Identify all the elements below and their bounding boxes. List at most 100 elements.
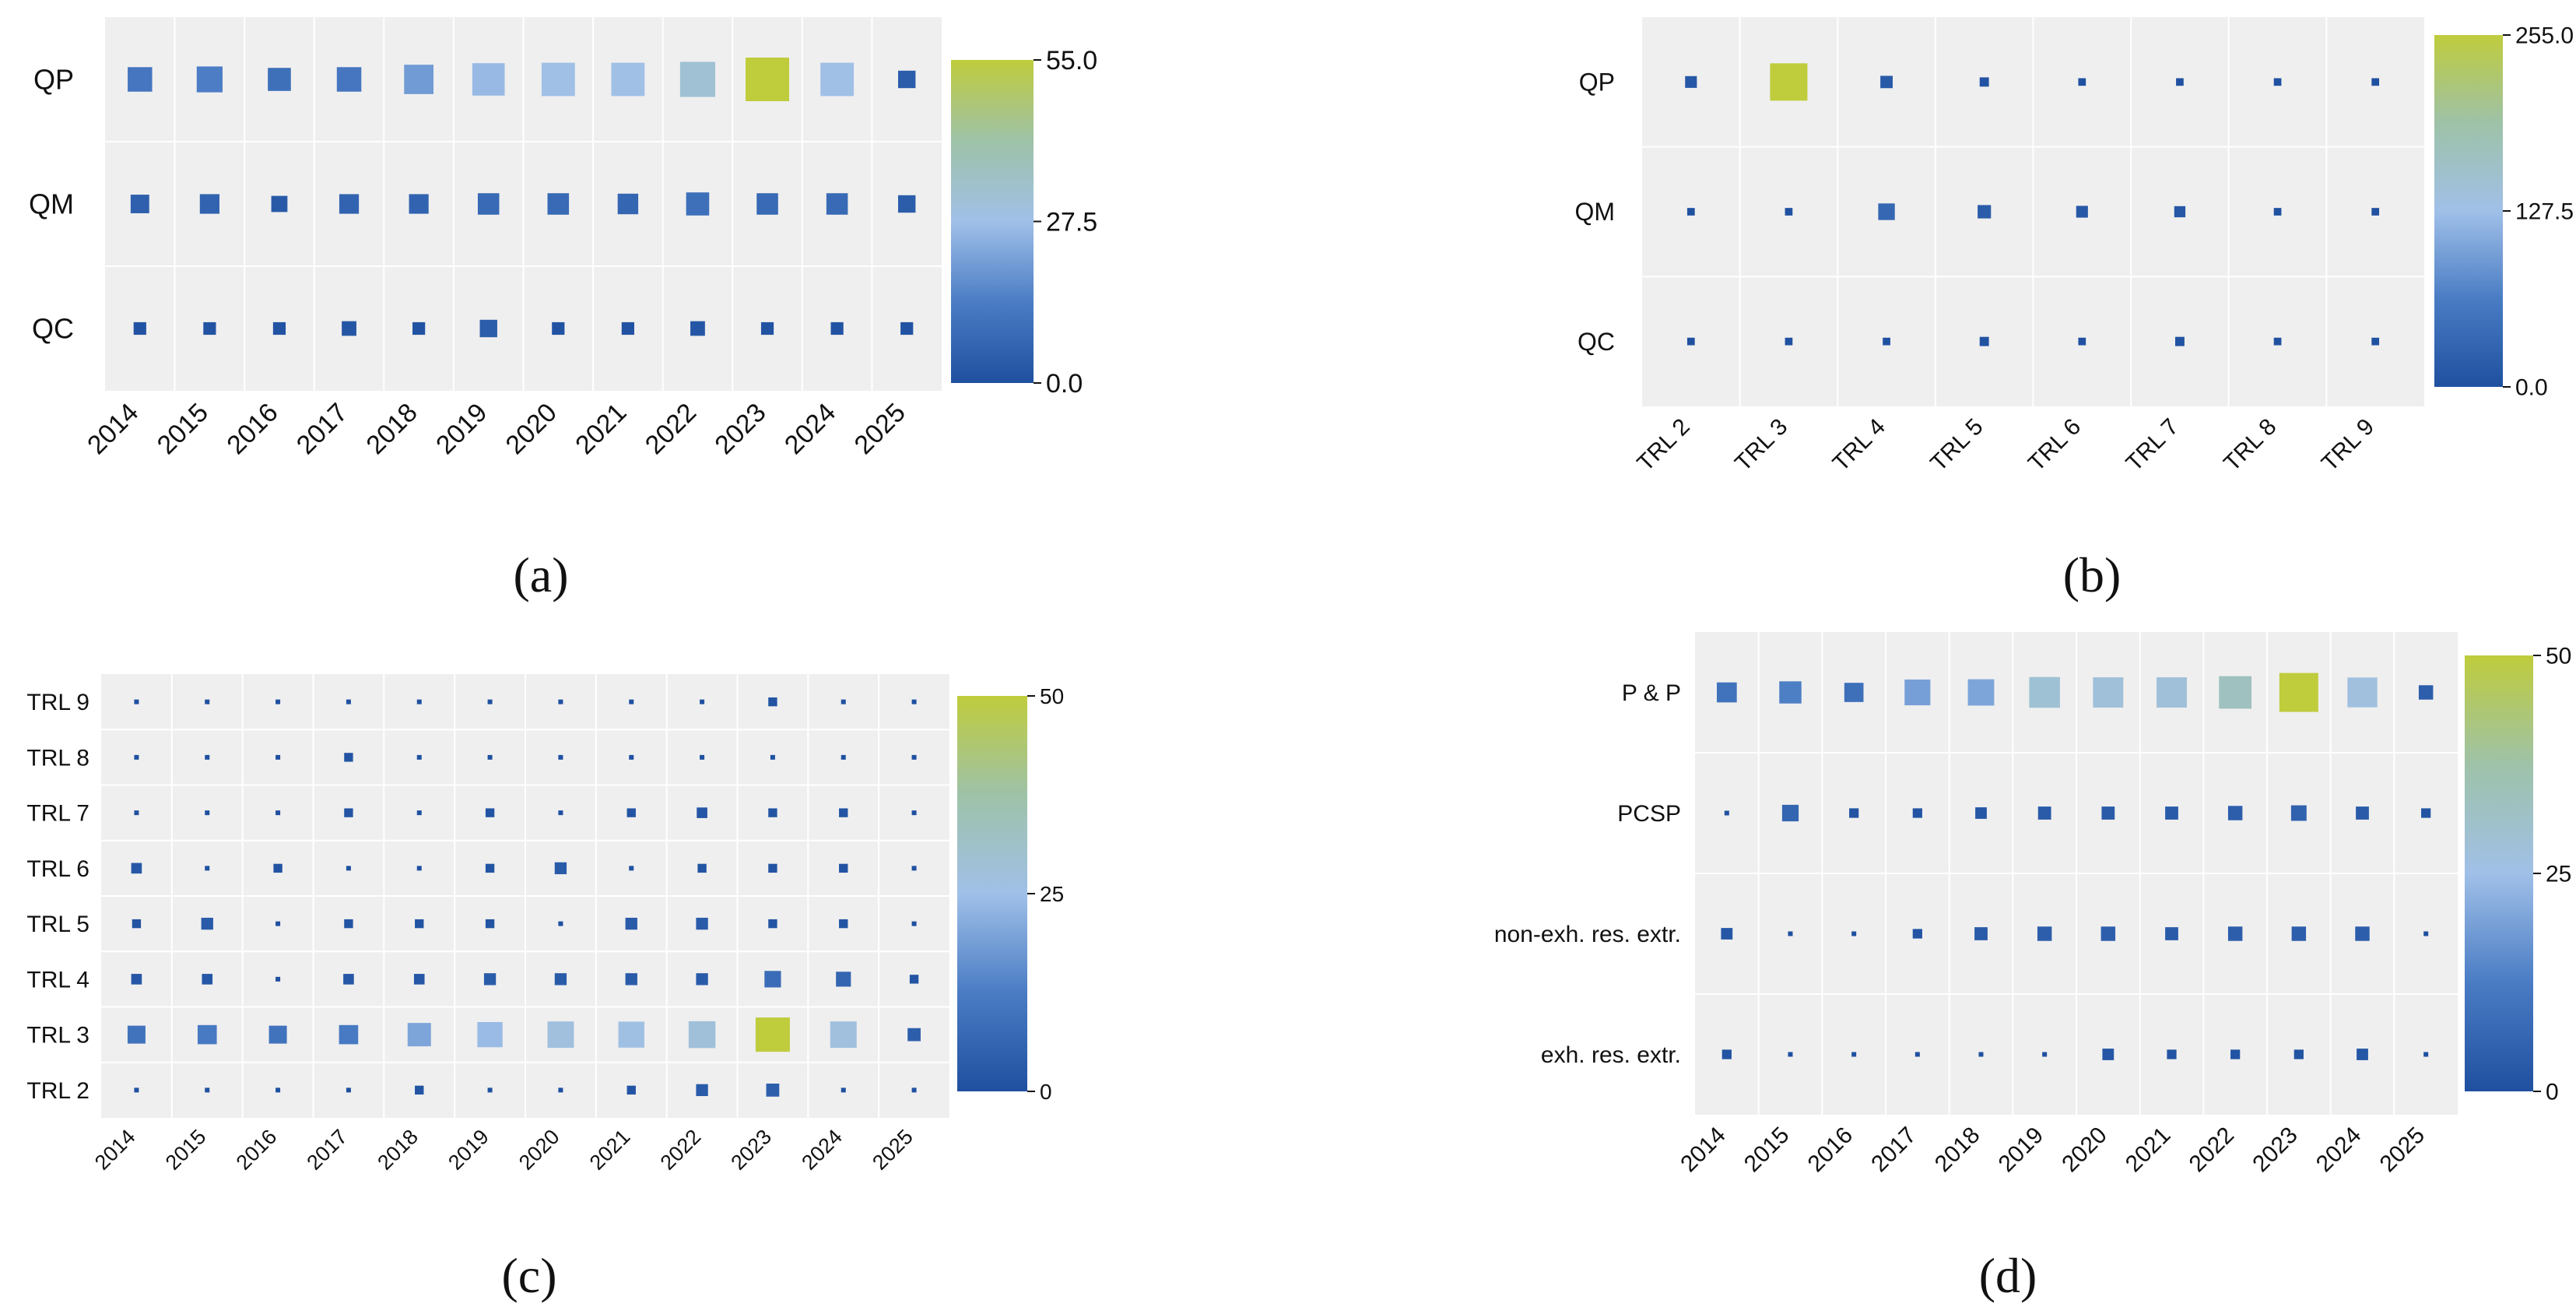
data-marker — [547, 193, 570, 215]
data-marker — [2042, 1052, 2048, 1057]
data-marker — [130, 195, 149, 213]
colorbar-tick-label: 55.0 — [1046, 46, 1097, 76]
colorbar-tick-label: 0 — [1040, 1080, 1052, 1104]
data-marker — [275, 754, 281, 760]
data-marker — [2227, 926, 2243, 941]
x-tick-label: 2024 — [2311, 1123, 2367, 1178]
data-marker — [1785, 337, 1793, 346]
data-marker — [487, 1087, 493, 1093]
x-tick-label: 2018 — [360, 398, 423, 460]
data-marker — [487, 699, 493, 704]
data-marker — [344, 919, 353, 929]
data-marker — [2165, 806, 2178, 820]
data-marker — [344, 808, 353, 817]
data-marker — [205, 699, 210, 704]
data-marker — [1912, 808, 1922, 818]
data-marker — [205, 810, 210, 816]
colorbar-tick-label: 0.0 — [1046, 369, 1083, 399]
data-marker — [1878, 203, 1895, 220]
data-marker — [2227, 806, 2243, 820]
x-tick-label: 2022 — [656, 1125, 706, 1175]
colorbar-tick-label: 0.0 — [2515, 375, 2548, 401]
data-marker — [700, 699, 705, 704]
data-marker — [2418, 685, 2434, 700]
data-marker — [554, 862, 567, 875]
data-marker — [1788, 1052, 1793, 1057]
x-tick-label: 2019 — [430, 398, 493, 460]
data-marker — [203, 321, 216, 336]
data-marker — [2174, 336, 2185, 346]
data-marker — [477, 1021, 503, 1048]
data-marker — [700, 754, 705, 760]
data-marker — [202, 974, 213, 985]
data-marker — [268, 1025, 287, 1044]
data-marker — [766, 1084, 780, 1097]
data-marker — [479, 319, 497, 338]
data-marker — [898, 70, 916, 89]
data-marker — [911, 921, 917, 926]
colorbar-tick-label: 27.5 — [1046, 207, 1097, 237]
data-marker — [336, 67, 362, 92]
panel-b: QP QM QC TRL 2 TRL 3 TRL 4 TRL 5 TRL 6 TRL 7 TRL … — [1574, 17, 2574, 476]
y-tick-label: QM — [29, 188, 74, 220]
data-marker — [830, 321, 844, 336]
data-marker — [197, 1024, 217, 1045]
data-marker — [625, 973, 637, 986]
data-marker — [2291, 926, 2307, 941]
x-tick-label: 2014 — [82, 398, 144, 460]
data-marker — [1979, 336, 1989, 346]
x-tick-label: TRL 4 — [1828, 414, 1890, 476]
data-marker — [768, 863, 777, 873]
colorbar-tick-label: 127.5 — [2515, 199, 2574, 225]
data-marker — [696, 1084, 708, 1097]
data-marker — [696, 973, 708, 986]
data-marker — [2101, 806, 2115, 820]
data-marker — [199, 194, 219, 214]
data-marker — [907, 1028, 921, 1042]
x-tick-label: 2015 — [1739, 1123, 1795, 1178]
data-marker — [625, 917, 637, 930]
data-marker — [690, 321, 705, 336]
data-marker — [764, 971, 781, 988]
y-tick-label: PCSP — [1617, 801, 1681, 827]
data-marker — [746, 58, 790, 101]
data-marker — [275, 1087, 281, 1093]
data-marker — [131, 863, 142, 874]
data-marker — [2176, 78, 2184, 86]
x-tick-label: 2023 — [726, 1125, 776, 1175]
data-marker — [2290, 805, 2307, 821]
data-marker — [134, 699, 139, 704]
data-marker — [128, 67, 153, 92]
data-marker — [629, 754, 634, 760]
data-marker — [2371, 78, 2380, 86]
y-tick-label: QC — [32, 313, 74, 345]
data-marker — [346, 1087, 351, 1093]
data-marker — [485, 863, 495, 873]
data-marker — [134, 810, 139, 816]
data-marker — [836, 971, 851, 987]
x-tick-label: 2022 — [640, 398, 702, 460]
data-marker — [2371, 337, 2380, 346]
data-marker — [558, 1087, 563, 1093]
data-marker — [839, 808, 848, 817]
y-tick-label: QP — [33, 64, 74, 96]
y-tick-label: P & P — [1622, 680, 1681, 706]
colorbar-tick-label: 25 — [2546, 862, 2571, 887]
data-marker — [1979, 77, 1989, 87]
data-marker — [344, 753, 353, 762]
data-marker — [127, 1025, 146, 1044]
y-tick-label: TRL 4 — [26, 967, 89, 993]
data-marker — [1685, 76, 1697, 88]
colorbar — [2465, 655, 2533, 1091]
data-marker — [558, 921, 563, 926]
data-marker — [416, 754, 422, 760]
data-marker — [558, 699, 563, 704]
data-marker — [2423, 931, 2429, 936]
data-marker — [1686, 208, 1695, 216]
data-marker — [2157, 677, 2187, 708]
data-marker — [2347, 677, 2378, 708]
x-tick-label: 2018 — [1930, 1123, 1985, 1178]
x-tick-label: 2021 — [2121, 1123, 2176, 1178]
data-marker — [2230, 1049, 2241, 1059]
data-marker — [1978, 1052, 1984, 1057]
